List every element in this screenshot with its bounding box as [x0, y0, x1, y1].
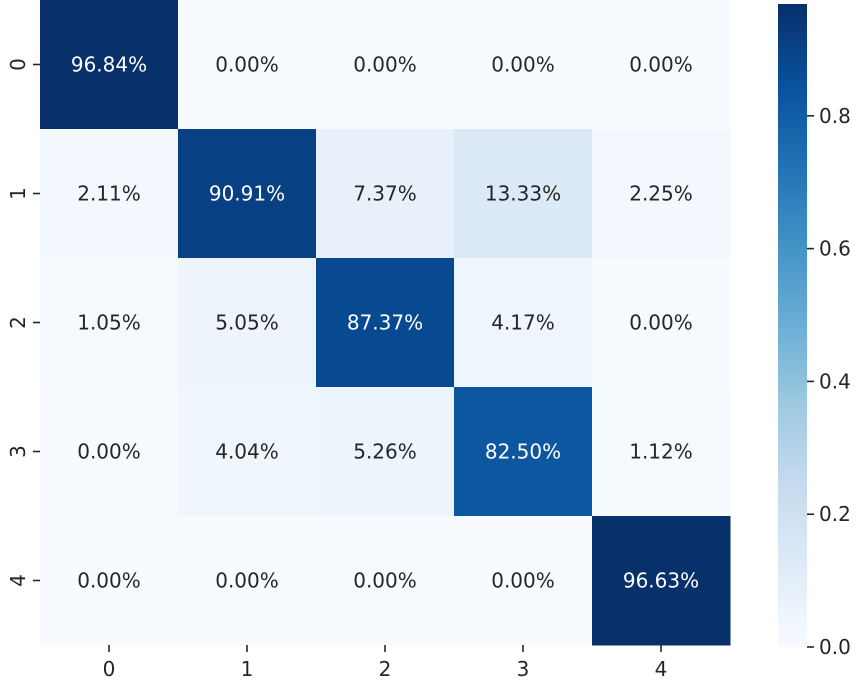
cell-annotation-r3-c2: 5.26% — [353, 440, 417, 464]
heatmap-cell-r3-c1 — [178, 387, 317, 517]
heatmap-cell-r1-c1 — [178, 129, 317, 259]
heatmap-cell-r3-c2 — [316, 387, 455, 517]
heatmap-cell-r0-c4 — [592, 0, 731, 130]
x-tick-label-2: 2 — [379, 657, 392, 681]
colorbar-tick-label-0: 0.0 — [819, 635, 851, 659]
cell-annotation-r0-c1: 0.00% — [215, 53, 279, 77]
cell-annotation-r0-c0: 96.84% — [71, 53, 147, 77]
heatmap-cell-r3-c4 — [592, 387, 731, 517]
heatmap-cell-r0-c2 — [316, 0, 455, 130]
cell-annotation-r4-c3: 0.00% — [491, 569, 555, 593]
cell-annotation-r4-c4: 96.63% — [623, 569, 699, 593]
colorbar-tick-label-2: 0.4 — [819, 369, 851, 393]
cell-annotation-r0-c2: 0.00% — [353, 53, 417, 77]
heatmap-annotations: 96.84% 0.00% 0.00% 0.00% 0.00% 2.11% 90.91% 7.3… — [71, 53, 699, 593]
cell-annotation-r2-c4: 0.00% — [629, 311, 693, 335]
heatmap-cell-r2-c2 — [316, 258, 455, 388]
colorbar-tick-label-1: 0.2 — [819, 502, 851, 526]
cell-annotation-r2-c2: 87.37% — [347, 311, 423, 335]
heatmap-cell-r1-c3 — [454, 129, 593, 259]
heatmap-cell-r1-c4 — [592, 129, 731, 259]
cell-annotation-r2-c0: 1.05% — [77, 311, 141, 335]
cell-annotation-r0-c3: 0.00% — [491, 53, 555, 77]
cell-annotation-r3-c1: 4.04% — [215, 440, 279, 464]
heatmap-cell-r2-c4 — [592, 258, 731, 388]
y-tick-label-1: 1 — [6, 187, 30, 200]
heatmap-cell-r1-c0 — [40, 129, 179, 259]
heatmap-cells — [40, 0, 731, 646]
heatmap-cell-r0-c3 — [454, 0, 593, 130]
cell-annotation-r1-c1: 90.91% — [209, 182, 285, 206]
heatmap-cell-r4-c3 — [454, 516, 593, 646]
heatmap-cell-r3-c3 — [454, 387, 593, 517]
colorbar: 0.0 0.2 0.4 0.6 0.8 — [778, 4, 851, 659]
y-tick-label-2: 2 — [6, 316, 30, 329]
y-tick-label-3: 3 — [6, 445, 30, 458]
heatmap-cell-r1-c2 — [316, 129, 455, 259]
y-tick-label-4: 4 — [6, 574, 30, 587]
cell-annotation-r4-c0: 0.00% — [77, 569, 141, 593]
cell-annotation-r4-c2: 0.00% — [353, 569, 417, 593]
colorbar-tick-label-4: 0.8 — [819, 104, 851, 128]
x-tick-label-3: 3 — [517, 657, 530, 681]
cell-annotation-r3-c3: 82.50% — [485, 440, 561, 464]
cell-annotation-r1-c3: 13.33% — [485, 182, 561, 206]
cell-annotation-r4-c1: 0.00% — [215, 569, 279, 593]
heatmap-cell-r4-c1 — [178, 516, 317, 646]
heatmap-cell-r2-c1 — [178, 258, 317, 388]
heatmap-cell-r4-c2 — [316, 516, 455, 646]
y-tick-label-0: 0 — [6, 58, 30, 71]
heatmap-cell-r3-c0 — [40, 387, 179, 517]
heatmap-cell-r2-c3 — [454, 258, 593, 388]
x-tick-label-0: 0 — [103, 657, 116, 681]
heatmap-cell-r4-c4 — [592, 516, 731, 646]
cell-annotation-r1-c4: 2.25% — [629, 182, 693, 206]
colorbar-tick-label-3: 0.6 — [819, 237, 851, 261]
cell-annotation-r2-c3: 4.17% — [491, 311, 555, 335]
cell-annotation-r2-c1: 5.05% — [215, 311, 279, 335]
x-axis: 0 1 2 3 4 — [103, 645, 668, 681]
cell-annotation-r3-c0: 0.00% — [77, 440, 141, 464]
cell-annotation-r1-c0: 2.11% — [77, 182, 141, 206]
heatmap-cell-r0-c1 — [178, 0, 317, 130]
y-axis: 0 1 2 3 4 — [6, 58, 40, 587]
heatmap-cell-r0-c0 — [40, 0, 179, 130]
heatmap-cell-r4-c0 — [40, 516, 179, 646]
x-tick-label-1: 1 — [241, 657, 254, 681]
cell-annotation-r0-c4: 0.00% — [629, 53, 693, 77]
colorbar-gradient — [778, 4, 807, 647]
cell-annotation-r3-c4: 1.12% — [629, 440, 693, 464]
heatmap-cell-r2-c0 — [40, 258, 179, 388]
x-tick-label-4: 4 — [655, 657, 668, 681]
cell-annotation-r1-c2: 7.37% — [353, 182, 417, 206]
